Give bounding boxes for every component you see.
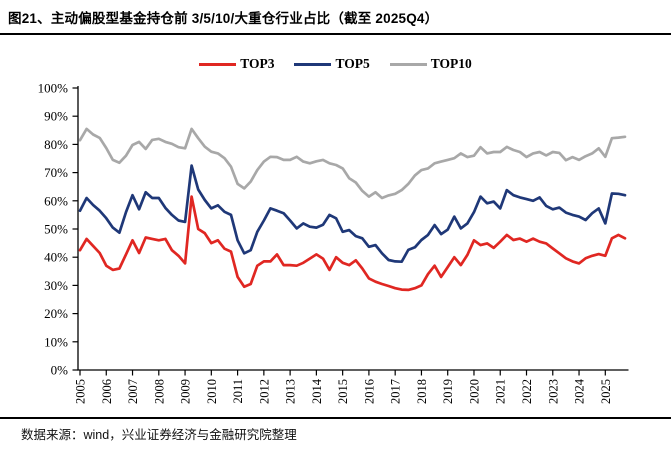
legend-item-top3: TOP3 (199, 56, 274, 72)
svg-text:2013: 2013 (284, 379, 298, 404)
svg-text:90%: 90% (44, 109, 68, 124)
legend-label-top5: TOP5 (335, 56, 370, 71)
legend-item-top5: TOP5 (294, 56, 370, 72)
legend-item-top10: TOP10 (389, 56, 472, 72)
svg-text:50%: 50% (44, 222, 68, 237)
svg-text:70%: 70% (44, 165, 68, 180)
svg-text:2006: 2006 (100, 379, 114, 404)
figure-title: 图21、主动偏股型基金持仓前 3/5/10/大重仓行业占比（截至 2025Q4） (8, 11, 439, 26)
svg-text:60%: 60% (44, 193, 68, 208)
svg-text:2011: 2011 (231, 379, 245, 404)
svg-text:2009: 2009 (179, 379, 193, 404)
svg-text:10%: 10% (44, 334, 68, 349)
svg-text:0%: 0% (51, 363, 69, 378)
svg-text:100%: 100% (38, 81, 69, 96)
svg-text:2024: 2024 (573, 378, 587, 404)
footer-divider (0, 417, 671, 419)
svg-text:2017: 2017 (389, 379, 403, 404)
legend-label-top10: TOP10 (430, 56, 472, 71)
svg-text:2023: 2023 (546, 379, 560, 404)
svg-text:2015: 2015 (336, 379, 350, 404)
svg-text:2010: 2010 (205, 379, 219, 404)
svg-text:2018: 2018 (415, 379, 429, 404)
svg-text:30%: 30% (44, 278, 68, 293)
svg-text:2016: 2016 (362, 379, 376, 404)
chart-legend: TOP3 TOP5 TOP10 (0, 56, 671, 72)
title-divider (0, 33, 671, 35)
legend-label-top3: TOP3 (240, 56, 275, 71)
svg-text:2020: 2020 (467, 379, 481, 404)
svg-text:80%: 80% (44, 137, 68, 152)
svg-text:20%: 20% (44, 306, 68, 321)
data-source-note: 数据来源：wind，兴业证券经济与金融研究院整理 (21, 428, 297, 442)
svg-text:2019: 2019 (441, 379, 455, 404)
svg-text:2014: 2014 (310, 378, 324, 404)
svg-text:2007: 2007 (126, 379, 140, 404)
top10-line-swatch (389, 62, 427, 66)
svg-text:40%: 40% (44, 250, 68, 265)
svg-text:2021: 2021 (494, 379, 508, 404)
svg-text:2005: 2005 (74, 379, 88, 404)
top3-line-swatch (199, 62, 237, 66)
svg-text:2022: 2022 (520, 379, 534, 404)
top5-line-swatch (294, 62, 332, 66)
svg-text:2025: 2025 (599, 379, 613, 404)
svg-text:2012: 2012 (257, 379, 271, 404)
svg-text:2008: 2008 (152, 379, 166, 404)
